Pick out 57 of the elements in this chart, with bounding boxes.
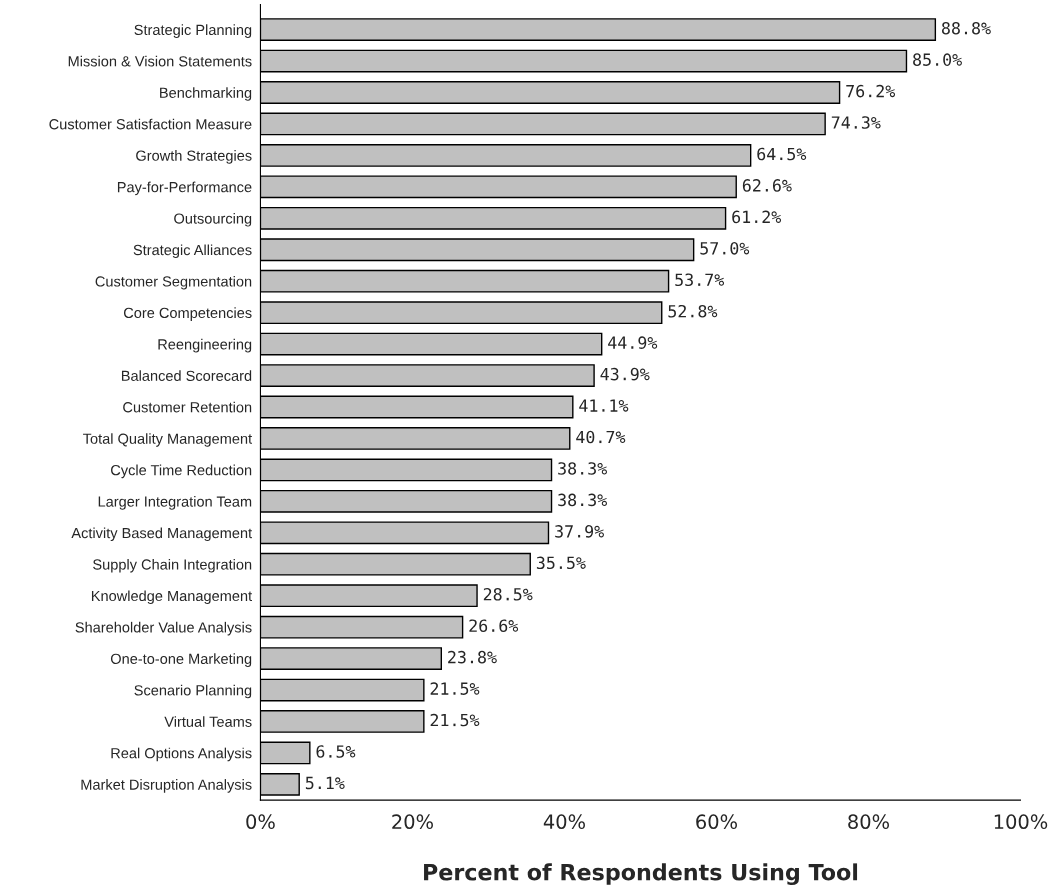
- x-axis-title: Percent of Respondents Using Tool: [424, 863, 858, 886]
- y-tick-label: Core Competencies: [123, 307, 252, 321]
- data-label: 57.0%: [700, 242, 750, 255]
- y-tick-label: Market Disruption Analysis: [81, 779, 252, 793]
- data-label: 52.8%: [668, 304, 718, 318]
- y-tick-label: Benchmarking: [160, 87, 252, 101]
- data-label: 37.9%: [555, 525, 604, 538]
- x-tick-label: 20%: [392, 814, 433, 830]
- x-tick-label: 80%: [848, 814, 890, 830]
- y-tick-label: Outsourcing: [174, 213, 252, 227]
- data-label: 38.3%: [558, 493, 607, 507]
- y-tick-label: Virtual Teams: [164, 716, 252, 727]
- data-label: 85.0%: [913, 53, 962, 66]
- y-tick-label: Strategic Alliances: [133, 244, 252, 259]
- data-label: 62.6%: [742, 179, 792, 192]
- data-label: 41.1%: [579, 399, 629, 412]
- data-label: 5.1%: [305, 776, 345, 790]
- data-label: 21.5%: [430, 682, 480, 695]
- y-tick-label: Reengineering: [158, 338, 252, 353]
- y-tick-label: Knowledge Management: [91, 590, 253, 604]
- data-label: 88.8%: [941, 21, 991, 35]
- y-tick-label: Supply Chain Integration: [93, 558, 252, 573]
- data-label: 6.5%: [316, 745, 356, 758]
- data-label: 74.3%: [831, 116, 881, 129]
- x-tick-label: 40%: [543, 814, 585, 830]
- data-label: 44.9%: [608, 336, 658, 349]
- data-label: 38.3%: [558, 462, 607, 475]
- y-tick-label: Customer Segmentation: [95, 275, 252, 290]
- data-label: 26.6%: [469, 619, 519, 633]
- y-tick-label: One-to-one Marketing: [110, 653, 252, 667]
- y-tick-label: Customer Retention: [123, 401, 252, 413]
- y-tick-label: Customer Satisfaction Measure: [49, 118, 252, 130]
- y-tick-label: Real Options Analysis: [111, 747, 252, 762]
- y-tick-label: Larger Integration Team: [98, 496, 252, 510]
- y-tick-label: Balanced Scorecard: [121, 370, 252, 381]
- data-label: 76.2%: [846, 84, 896, 98]
- data-label: 35.5%: [536, 556, 586, 570]
- data-label: 61.2%: [732, 210, 782, 224]
- y-tick-label: Pay-for-Performance: [117, 181, 252, 196]
- x-tick-label: 100%: [994, 814, 1048, 830]
- data-label: 53.7%: [675, 273, 725, 287]
- y-tick-label: Strategic Planning: [134, 24, 252, 38]
- y-tick-label: Growth Strategies: [136, 150, 252, 164]
- data-label: 43.9%: [600, 367, 650, 381]
- y-tick-label: Total Quality Management: [83, 433, 253, 447]
- y-tick-label: Cycle Time Reduction: [111, 464, 252, 479]
- data-label: 40.7%: [576, 430, 626, 444]
- y-tick-label: Activity Based Management: [71, 527, 252, 542]
- y-tick-label: Shareholder Value Analysis: [75, 621, 252, 636]
- x-tick-label: 60%: [696, 814, 737, 830]
- data-label: 64.5%: [757, 147, 807, 161]
- y-tick-label: Mission & Vision Statements: [68, 55, 252, 67]
- x-tick-label: 0%: [246, 814, 275, 830]
- data-label: 21.5%: [430, 713, 480, 727]
- y-tick-label: Scenario Planning: [134, 684, 252, 699]
- data-label: 23.8%: [448, 650, 497, 664]
- data-label: 28.5%: [483, 587, 533, 601]
